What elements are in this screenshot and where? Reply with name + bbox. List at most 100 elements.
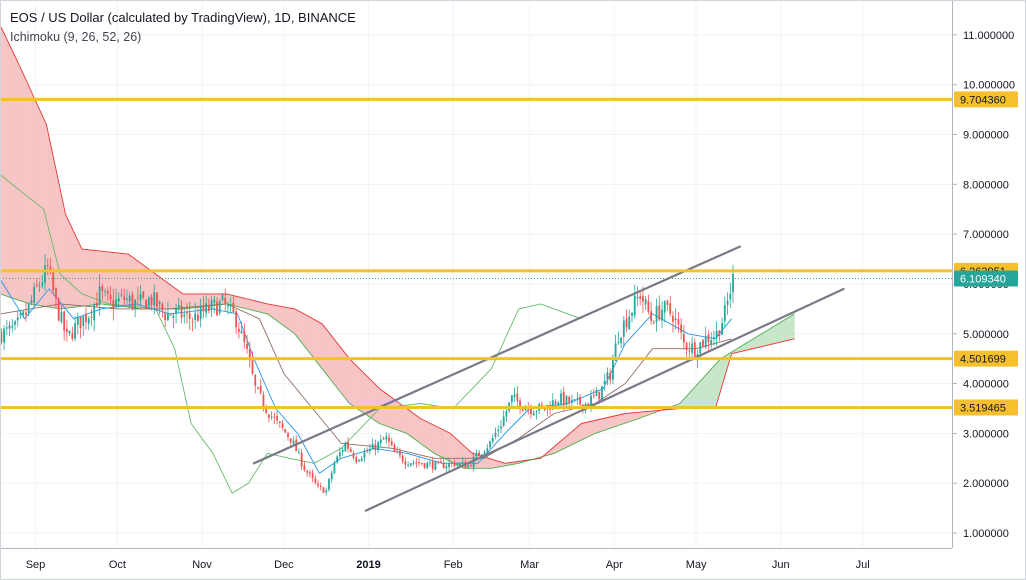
candle-body	[494, 432, 497, 437]
candle-body	[576, 397, 579, 399]
ichimoku-cloud-segment	[54, 162, 58, 309]
candle-body	[270, 416, 273, 418]
candle-body	[579, 396, 582, 405]
candle-body	[85, 313, 87, 323]
ichimoku-cloud-segment	[65, 214, 69, 309]
candle-body	[46, 265, 49, 267]
ichimoku-cloud-segment	[48, 137, 53, 308]
candle-body	[227, 305, 229, 307]
candle-body	[551, 400, 554, 410]
ichimoku-cloud-segment	[493, 459, 498, 469]
ichimoku-cloud-segment	[168, 283, 173, 310]
candle-body	[674, 318, 677, 320]
ichimoku-cloud-segment	[709, 366, 713, 409]
candle-body	[712, 337, 715, 339]
ichimoku-cloud-segment	[780, 319, 784, 343]
ichimoku-cloud-segment	[788, 314, 793, 341]
price-level-label: 9.704360	[960, 94, 1006, 106]
candle-body	[699, 342, 702, 354]
ichimoku-cloud-segment	[758, 333, 762, 348]
candle-body	[35, 284, 38, 286]
candle-body	[571, 399, 573, 403]
candle-body	[259, 386, 262, 393]
candle-body	[642, 296, 644, 302]
candle-body	[614, 343, 617, 361]
chart-title: EOS / US Dollar (calculated by TradingVi…	[10, 10, 356, 25]
ichimoku-cloud-segment	[433, 424, 438, 456]
candle-body	[210, 300, 213, 310]
candle-body	[19, 313, 22, 316]
candle-body	[560, 393, 562, 404]
candle-body	[199, 306, 202, 320]
candle-body	[287, 432, 289, 437]
candle-body	[115, 299, 117, 307]
candle-body	[93, 303, 96, 321]
candle-body	[172, 315, 175, 318]
candle-body	[106, 290, 109, 294]
candle-body	[573, 399, 576, 401]
candle-body	[434, 461, 437, 471]
candle-body	[248, 349, 251, 361]
ichimoku-cloud-segment	[447, 431, 451, 462]
ichimoku-cloud-segment	[81, 248, 85, 307]
ichimoku-cloud-segment	[313, 318, 317, 363]
ichimoku-cloud-segment	[619, 413, 623, 426]
candle-body	[609, 372, 612, 380]
candle-body	[418, 462, 420, 464]
ichimoku-cloud-segment	[70, 225, 75, 308]
candle-body	[483, 451, 486, 456]
candle-body	[25, 312, 27, 316]
ichimoku-cloud-segment	[387, 393, 391, 428]
ichimoku-cloud-segment	[59, 188, 64, 310]
y-tick-label: 7.000000	[963, 229, 1009, 241]
candle-body	[631, 312, 633, 316]
y-tick-label: 8.000000	[963, 179, 1009, 191]
ichimoku-cloud-segment	[624, 412, 629, 424]
candle-body	[568, 396, 571, 404]
candle-body	[180, 305, 183, 318]
y-tick-label: 10.000000	[963, 80, 1015, 92]
candle-body	[478, 452, 481, 456]
ichimoku-cloud-segment	[436, 426, 440, 457]
ichimoku-cloud-segment	[785, 316, 790, 342]
ichimoku-cloud-segment	[392, 397, 397, 430]
candle-body	[257, 387, 259, 389]
candle-body	[486, 448, 489, 453]
candle-body	[598, 391, 601, 400]
candle-body	[281, 423, 284, 428]
ichimoku-cloud-segment	[24, 76, 28, 304]
candle-body	[344, 442, 347, 452]
candle-body	[197, 314, 199, 321]
candle-body	[718, 330, 721, 337]
candle-body	[516, 393, 519, 402]
candle-body	[374, 444, 377, 451]
candle-body	[407, 464, 410, 466]
ichimoku-cloud-segment	[428, 422, 432, 452]
ichimoku-cloud-segment	[196, 293, 200, 308]
candle-body	[49, 266, 52, 272]
candle-body	[158, 301, 161, 305]
ichimoku-cloud-segment	[275, 305, 279, 323]
candle-body	[502, 416, 505, 426]
candle-body	[161, 304, 164, 311]
ichimoku-cloud-segment	[239, 296, 244, 309]
ichimoku-cloud-segment	[603, 417, 607, 432]
candle-body	[672, 315, 674, 322]
ichimoku-cloud-segment	[775, 323, 779, 344]
ichimoku-cloud-segment	[297, 309, 301, 342]
candle-body	[677, 319, 680, 325]
candle-body	[732, 273, 734, 293]
ichimoku-cloud-segment	[237, 296, 241, 308]
ichimoku-cloud-segment	[444, 430, 449, 461]
candle-body	[489, 441, 491, 448]
candle-body	[254, 375, 257, 386]
candle-body	[412, 462, 415, 464]
ichimoku-cloud-segment	[261, 302, 266, 314]
candle-body	[431, 461, 434, 469]
candle-body	[388, 437, 390, 442]
candle-body	[655, 305, 658, 323]
candle-body	[311, 472, 314, 478]
x-tick-label: Feb	[444, 559, 463, 571]
ichimoku-cloud-segment	[264, 302, 268, 315]
